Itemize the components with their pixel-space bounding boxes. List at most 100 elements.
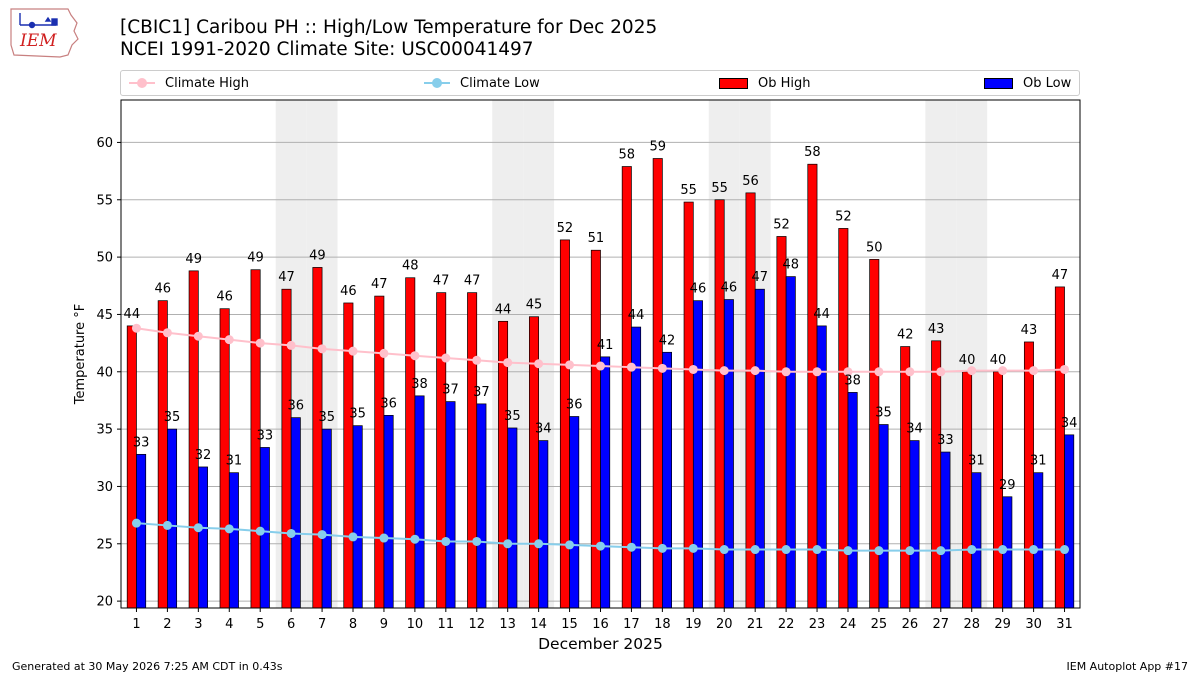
x-tick-label: 2 xyxy=(163,617,171,632)
label-ob-low: 31 xyxy=(1030,454,1047,469)
point-climate-low xyxy=(998,545,1008,555)
point-climate-low xyxy=(317,530,327,540)
label-ob-high: 43 xyxy=(928,322,945,337)
point-climate-high xyxy=(534,359,544,369)
label-ob-low: 46 xyxy=(721,281,738,296)
point-climate-low xyxy=(719,545,729,555)
label-ob-high: 47 xyxy=(464,274,481,289)
x-tick-label: 15 xyxy=(561,617,578,632)
bar-ob-low xyxy=(136,453,147,609)
point-climate-low xyxy=(472,536,482,546)
bar-ob-high xyxy=(652,158,663,609)
x-tick-label: 4 xyxy=(225,617,233,632)
label-ob-high: 50 xyxy=(866,240,883,255)
chart-legend: Climate High Climate Low Ob High Ob Low xyxy=(120,70,1080,96)
label-ob-low: 29 xyxy=(999,478,1016,493)
x-tick-label: 13 xyxy=(499,617,516,632)
legend-swatch-climate-low xyxy=(424,76,450,90)
bar-ob-low xyxy=(1064,434,1075,609)
bar-ob-high xyxy=(900,346,911,609)
y-tick-label: 45 xyxy=(96,308,113,323)
x-tick-label: 17 xyxy=(623,617,640,632)
point-climate-high xyxy=(565,360,575,370)
label-ob-high: 58 xyxy=(619,148,636,163)
point-climate-high xyxy=(936,367,946,377)
point-climate-high xyxy=(1060,364,1070,374)
bar-ob-high xyxy=(467,292,478,609)
legend-label-climate-low: Climate Low xyxy=(460,75,540,91)
bar-ob-low xyxy=(290,417,301,609)
point-climate-low xyxy=(967,545,977,555)
label-ob-high: 52 xyxy=(557,221,574,236)
point-climate-high xyxy=(131,323,141,333)
legend-label-climate-high: Climate High xyxy=(165,75,250,91)
point-climate-high xyxy=(905,367,915,377)
point-climate-high xyxy=(503,358,513,368)
label-ob-high: 48 xyxy=(402,259,419,274)
bar-ob-high xyxy=(559,239,570,609)
point-climate-high xyxy=(812,367,822,377)
bar-ob-low xyxy=(971,472,982,609)
x-tick-label: 12 xyxy=(468,617,485,632)
label-ob-high: 40 xyxy=(959,353,976,368)
point-climate-high xyxy=(348,346,358,356)
label-ob-high: 49 xyxy=(309,248,326,263)
x-axis-label: December 2025 xyxy=(538,635,663,653)
point-climate-low xyxy=(379,533,389,543)
x-tick-label: 1 xyxy=(132,617,140,632)
bar-ob-high xyxy=(157,300,168,609)
bar-ob-low xyxy=(940,451,951,609)
point-climate-high xyxy=(441,353,451,363)
label-ob-high: 47 xyxy=(278,270,295,285)
x-tick-label: 25 xyxy=(871,617,888,632)
label-ob-low: 38 xyxy=(844,373,861,388)
bar-ob-low xyxy=(662,351,673,609)
bar-ob-high xyxy=(1054,286,1065,609)
y-tick-label: 30 xyxy=(96,480,113,495)
point-climate-high xyxy=(688,364,698,374)
weather-station-icon xyxy=(19,13,58,29)
bar-ob-low xyxy=(1033,472,1044,609)
y-tick-label: 50 xyxy=(96,251,113,266)
bar-ob-high xyxy=(931,340,942,609)
generated-timestamp: Generated at 30 May 2026 7:25 AM CDT in … xyxy=(12,660,283,673)
label-ob-high: 43 xyxy=(1021,323,1038,338)
legend-label-ob-high: Ob High xyxy=(758,75,811,91)
chart-title: [CBIC1] Caribou PH :: High/Low Temperatu… xyxy=(120,17,658,38)
label-ob-low: 48 xyxy=(782,258,799,273)
label-ob-low: 42 xyxy=(659,333,676,348)
label-ob-low: 34 xyxy=(535,422,552,437)
point-climate-low xyxy=(626,542,636,552)
label-ob-high: 45 xyxy=(526,298,543,313)
x-tick-label: 29 xyxy=(994,617,1011,632)
y-tick-label: 55 xyxy=(96,193,113,208)
x-tick-label: 23 xyxy=(809,617,826,632)
legend-swatch-ob-low xyxy=(984,77,1013,89)
x-tick-label: 28 xyxy=(963,617,980,632)
label-ob-high: 44 xyxy=(124,307,141,322)
bar-ob-low xyxy=(167,428,178,609)
label-ob-low: 33 xyxy=(257,428,274,443)
label-ob-high: 58 xyxy=(804,145,821,160)
point-climate-low xyxy=(596,541,605,551)
bar-ob-high xyxy=(621,166,632,609)
label-ob-low: 35 xyxy=(504,409,521,424)
point-climate-high xyxy=(998,366,1008,376)
point-climate-high xyxy=(657,363,667,373)
label-ob-low: 36 xyxy=(288,399,305,414)
bar-ob-low xyxy=(476,403,487,609)
legend-item-ob-low: Ob Low xyxy=(984,71,1071,95)
label-ob-high: 44 xyxy=(495,302,512,317)
label-ob-low: 37 xyxy=(473,385,490,400)
bar-ob-low xyxy=(321,428,332,609)
x-tick-label: 20 xyxy=(716,617,733,632)
app-credit: IEM Autoplot App #17 xyxy=(1066,660,1189,673)
y-tick-label: 40 xyxy=(96,365,113,380)
x-tick-label: 27 xyxy=(933,617,950,632)
point-climate-low xyxy=(441,536,451,546)
bar-ob-high xyxy=(281,288,292,609)
bar-ob-high xyxy=(405,277,416,609)
bar-ob-low xyxy=(352,425,363,609)
legend-item-climate-high: Climate High xyxy=(129,71,249,95)
bar-ob-high xyxy=(312,267,323,609)
